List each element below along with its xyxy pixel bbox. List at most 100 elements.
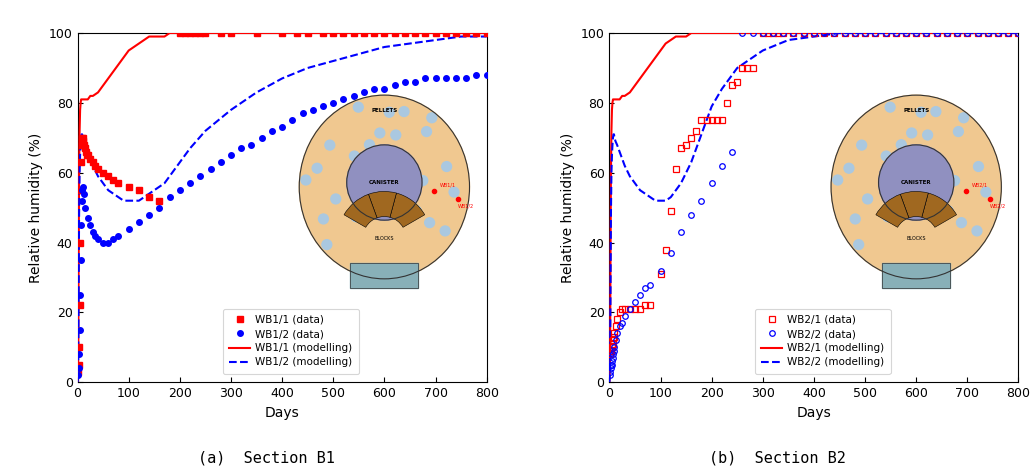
WB2/2 (modelling) — [604, 345, 616, 350]
WB1/2 (modelling) — [302, 65, 314, 71]
WB1/2 (modelling) — [75, 132, 88, 137]
WB1/2 (modelling) — [73, 170, 86, 176]
WB1/1 (modelling) — [84, 93, 96, 99]
WB2/2 (modelling) — [782, 37, 794, 43]
WB2/1 (modelling) — [603, 379, 615, 385]
WB2/1 (modelling) — [859, 30, 872, 36]
WB2/2 (data) — [655, 268, 667, 273]
WB2/1 (modelling) — [607, 97, 619, 102]
WB1/1 (modelling) — [455, 30, 467, 36]
WB1/2 (modelling) — [143, 191, 155, 196]
X-axis label: Days: Days — [796, 406, 831, 420]
WB2/1 (modelling) — [695, 30, 707, 36]
WB2/1 (modelling) — [624, 90, 636, 95]
WB2/1 (modelling) — [690, 30, 702, 36]
WB1/2 (modelling) — [184, 145, 196, 151]
WB2/1 (modelling) — [606, 100, 618, 106]
WB1/1 (data) — [302, 30, 314, 36]
WB2/1 (modelling) — [936, 30, 948, 36]
WB1/2 (modelling) — [102, 187, 115, 193]
WB2/1 (modelling) — [604, 275, 616, 280]
WB1/2 (modelling) — [250, 90, 263, 95]
WB1/2 (modelling) — [92, 173, 104, 179]
WB2/1 (modelling) — [685, 30, 697, 36]
WB1/2 (data) — [307, 107, 320, 113]
WB2/2 (modelling) — [624, 173, 636, 179]
WB1/1 (modelling) — [327, 30, 339, 36]
WB1/2 (data) — [470, 72, 483, 78]
WB2/2 (data) — [604, 372, 616, 378]
WB1/2 (modelling) — [71, 376, 84, 382]
WB2/1 (modelling) — [606, 107, 618, 113]
WB2/1 (modelling) — [910, 30, 922, 36]
WB1/2 (modelling) — [71, 379, 84, 385]
WB2/1 (modelling) — [616, 93, 629, 99]
WB2/2 (modelling) — [611, 142, 624, 148]
WB2/1 (modelling) — [782, 30, 794, 36]
WB1/1 (modelling) — [75, 97, 88, 102]
WB2/2 (modelling) — [670, 187, 682, 193]
WB1/2 (modelling) — [75, 132, 88, 137]
WB1/2 (modelling) — [378, 44, 391, 50]
WB2/1 (modelling) — [629, 83, 641, 88]
WB2/1 (modelling) — [731, 30, 743, 36]
WB1/2 (modelling) — [276, 76, 288, 81]
WB1/1 (modelling) — [71, 372, 84, 378]
WB1/2 (modelling) — [74, 142, 87, 148]
WB2/2 (modelling) — [605, 170, 617, 176]
WB2/2 (modelling) — [606, 142, 618, 148]
WB2/2 (modelling) — [604, 303, 616, 308]
Legend: WB2/1 (data), WB2/2 (data), WB2/1 (modelling), WB2/2 (modelling): WB2/1 (data), WB2/2 (data), WB2/1 (model… — [755, 309, 890, 374]
WB2/2 (modelling) — [884, 30, 896, 36]
Y-axis label: Relative humidity (%): Relative humidity (%) — [561, 133, 575, 283]
WB2/2 (modelling) — [606, 152, 618, 158]
WB2/1 (modelling) — [757, 30, 769, 36]
WB2/2 (modelling) — [660, 198, 672, 203]
WB2/1 (modelling) — [649, 55, 662, 60]
WB2/1 (modelling) — [605, 170, 617, 176]
Text: (a)  Section B1: (a) Section B1 — [199, 451, 335, 465]
WB2/2 (modelling) — [685, 160, 697, 165]
WB2/1 (modelling) — [660, 41, 672, 46]
Line: WB2/1 (modelling): WB2/1 (modelling) — [609, 33, 1018, 382]
WB1/1 (modelling) — [78, 97, 90, 102]
WB1/1 (modelling) — [378, 30, 391, 36]
WB2/2 (modelling) — [655, 198, 667, 203]
WB2/1 (modelling) — [608, 97, 620, 102]
WB1/2 (modelling) — [353, 51, 365, 57]
WB2/1 (modelling) — [705, 30, 718, 36]
WB1/2 (modelling) — [327, 58, 339, 64]
WB2/2 (modelling) — [910, 30, 922, 36]
WB1/1 (modelling) — [71, 365, 84, 371]
WB2/2 (modelling) — [986, 30, 999, 36]
WB2/1 (modelling) — [808, 30, 820, 36]
WB1/1 (modelling) — [138, 37, 150, 43]
WB2/2 (modelling) — [695, 132, 707, 137]
WB2/2 (modelling) — [833, 30, 846, 36]
WB1/1 (modelling) — [153, 34, 165, 39]
WB2/1 (data) — [604, 352, 616, 357]
WB2/1 (data) — [690, 128, 702, 134]
WB2/2 (modelling) — [609, 138, 621, 144]
WB2/2 (data) — [889, 30, 902, 36]
WB2/1 (modelling) — [609, 97, 621, 102]
WB1/1 (modelling) — [82, 97, 94, 102]
WB1/2 (modelling) — [118, 198, 130, 203]
WB1/2 (modelling) — [174, 160, 186, 165]
WB1/1 (modelling) — [200, 30, 212, 36]
WB1/2 (data) — [481, 72, 493, 78]
WB2/2 (modelling) — [665, 194, 677, 200]
WB1/1 (modelling) — [250, 30, 263, 36]
WB1/1 (data) — [82, 152, 94, 158]
WB2/1 (modelling) — [607, 97, 619, 102]
WB1/2 (modelling) — [113, 194, 125, 200]
WB1/1 (modelling) — [184, 30, 196, 36]
WB2/1 (modelling) — [604, 365, 616, 371]
WB1/1 (modelling) — [79, 97, 91, 102]
WB2/2 (modelling) — [680, 170, 693, 176]
Line: WB1/1 (modelling): WB1/1 (modelling) — [78, 33, 487, 382]
WB1/2 (modelling) — [84, 156, 96, 161]
WB2/2 (data) — [828, 30, 841, 36]
WB1/2 (modelling) — [153, 184, 165, 190]
WB1/1 (data) — [481, 30, 493, 36]
